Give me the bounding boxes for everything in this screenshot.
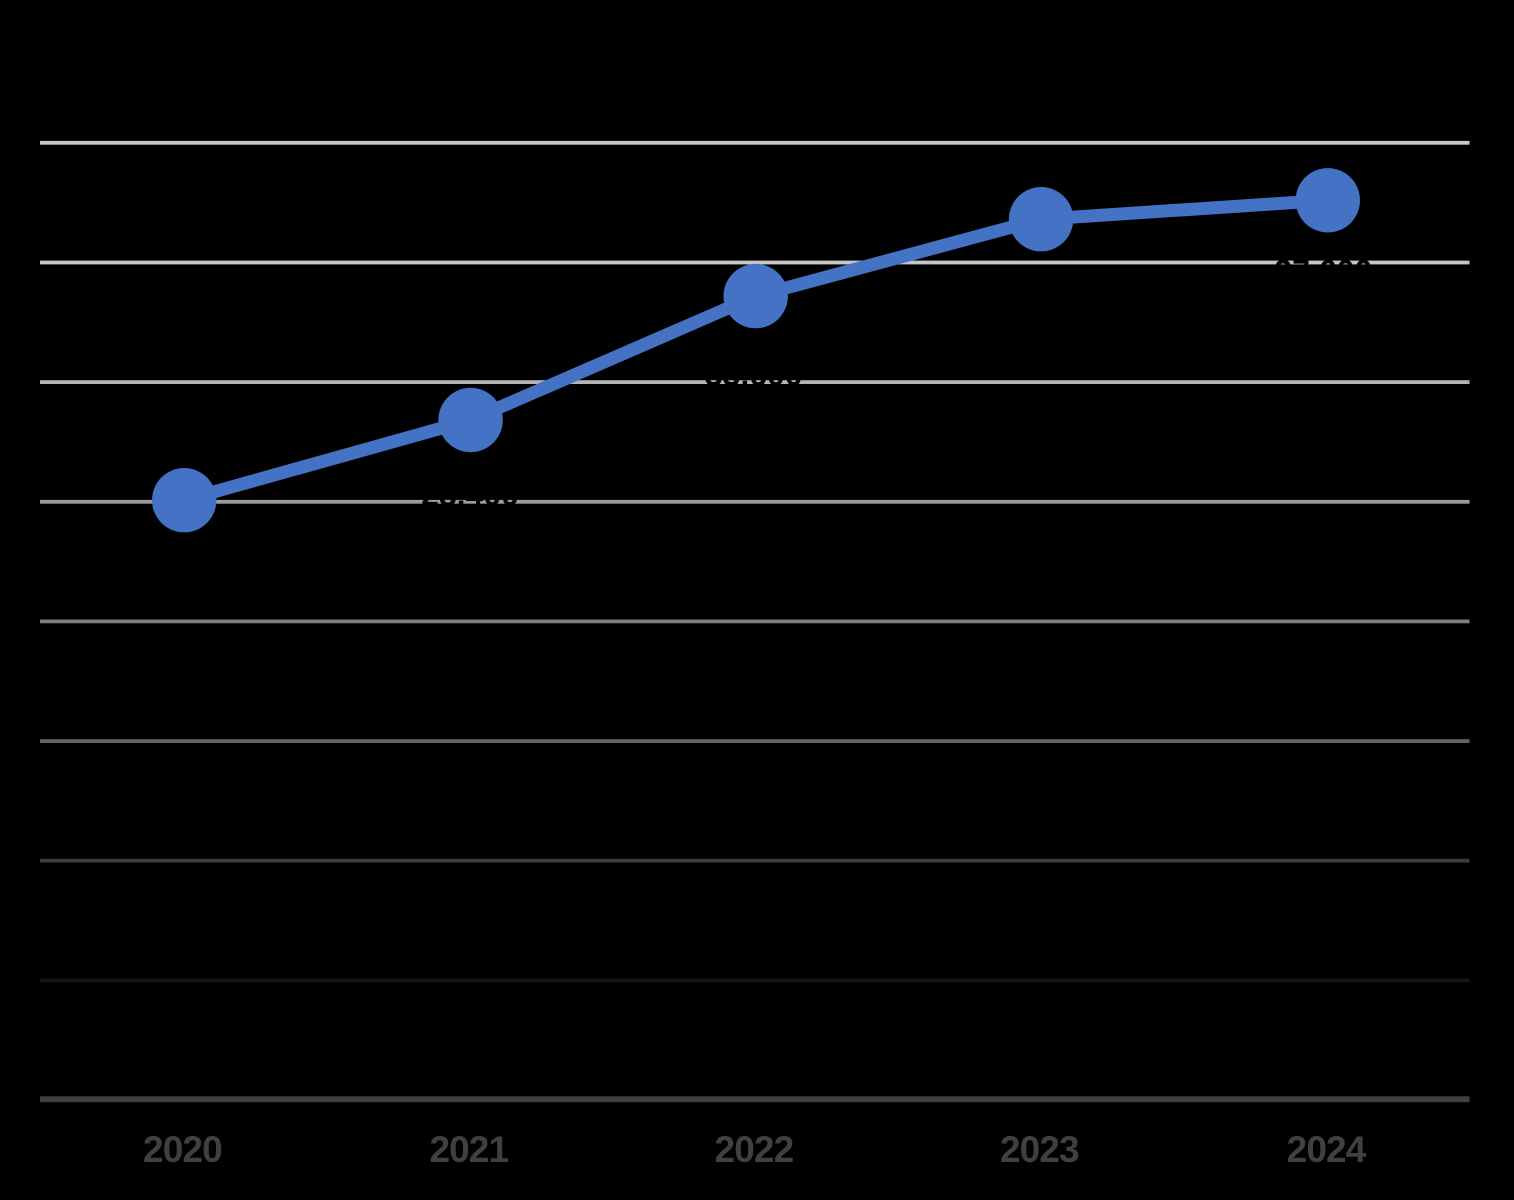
svg-text:2022: 2022 xyxy=(715,1129,794,1170)
svg-text:36,800: 36,800 xyxy=(992,275,1090,311)
svg-text:28,400: 28,400 xyxy=(421,477,519,513)
svg-text:2023: 2023 xyxy=(1000,1129,1079,1170)
svg-text:2020: 2020 xyxy=(143,1129,222,1170)
svg-text:33,600: 33,600 xyxy=(705,357,803,393)
svg-text:2024: 2024 xyxy=(1287,1129,1367,1170)
svg-text:25,000: 25,000 xyxy=(135,556,233,592)
svg-text:37,600: 37,600 xyxy=(1274,253,1372,289)
svg-text:2021: 2021 xyxy=(429,1129,508,1170)
